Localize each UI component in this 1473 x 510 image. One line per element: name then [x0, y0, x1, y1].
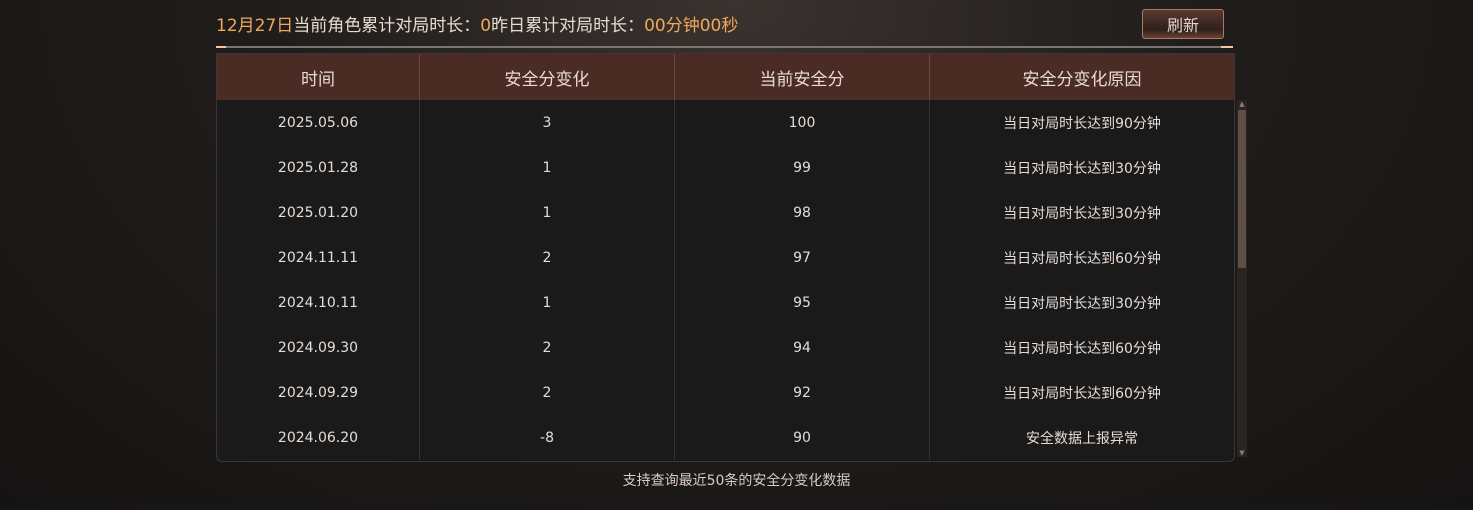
cell-score-change: 2: [420, 235, 675, 280]
cell-reason: 当日对局时长达到30分钟: [1003, 205, 1161, 222]
cell-reason: 当日对局时长达到60分钟: [1003, 250, 1161, 267]
cell-reason: 当日对局时长达到90分钟: [1003, 115, 1161, 132]
cell-reason: 当日对局时长达到60分钟: [1003, 385, 1161, 402]
column-header-current-score: 当前安全分: [675, 54, 930, 100]
current-playtime-value: 0: [480, 16, 492, 36]
scrollbar[interactable]: ▲ ▼: [1237, 100, 1247, 457]
cell-reason: 当日对局时长达到60分钟: [1003, 340, 1161, 357]
refresh-button[interactable]: 刷新: [1142, 9, 1224, 39]
cell-time: 2024.11.11: [217, 235, 420, 280]
cell-score-change: -8: [420, 415, 675, 460]
column-header-score-change: 安全分变化: [420, 54, 675, 100]
yesterday-playtime-label: 昨日累计对局时长：: [491, 16, 645, 36]
scroll-down-icon[interactable]: ▼: [1239, 449, 1245, 457]
cell-current-score: 90: [675, 415, 930, 460]
cell-current-score: 98: [675, 190, 930, 235]
cell-score-change: 3: [420, 100, 675, 145]
cell-score-change: 1: [420, 190, 675, 235]
cell-time: 2025.01.20: [217, 190, 420, 235]
current-playtime-label: 当前角色累计对局时长：: [293, 16, 481, 36]
cell-reason: 安全数据上报异常: [1026, 430, 1138, 447]
cell-current-score: 97: [675, 235, 930, 280]
scrollbar-thumb[interactable]: [1238, 110, 1246, 268]
scroll-up-icon[interactable]: ▲: [1239, 100, 1245, 108]
column-header-time: 时间: [217, 54, 420, 100]
yesterday-playtime-value: 00分钟00秒: [644, 16, 739, 36]
table-row: 2025.05.06 3 100 当日对局时长达到90分钟: [217, 100, 1234, 145]
cell-current-score: 100: [675, 100, 930, 145]
cell-reason: 当日对局时长达到30分钟: [1003, 160, 1161, 177]
playtime-summary: 12月27日当前角色累计对局时长：0昨日累计对局时长：00分钟00秒: [216, 15, 738, 37]
cell-time: 2024.06.20: [217, 415, 420, 460]
table-header: 时间 安全分变化 当前安全分 安全分变化原因: [217, 54, 1234, 100]
cell-score-change: 2: [420, 370, 675, 415]
table-row: 2024.06.20 -8 90 安全数据上报异常: [217, 415, 1234, 460]
table-row: 2025.01.20 1 98 当日对局时长达到30分钟: [217, 190, 1234, 235]
table-row: 2024.10.11 1 95 当日对局时长达到30分钟: [217, 280, 1234, 325]
cell-score-change: 2: [420, 325, 675, 370]
cell-current-score: 94: [675, 325, 930, 370]
cell-score-change: 1: [420, 280, 675, 325]
date-label: 12月27日: [216, 16, 294, 36]
footer-note: 支持查询最近50条的安全分变化数据: [622, 473, 851, 489]
table-row: 2025.01.28 1 99 当日对局时长达到30分钟: [217, 145, 1234, 190]
column-header-reason: 安全分变化原因: [1022, 69, 1142, 90]
divider: [216, 46, 1233, 48]
cell-time: 2024.09.29: [217, 370, 420, 415]
table-body: 2025.05.06 3 100 当日对局时长达到90分钟 2025.01.28 1 99 当…: [217, 100, 1234, 460]
cell-time: 2024.09.30: [217, 325, 420, 370]
cell-current-score: 99: [675, 145, 930, 190]
safety-score-table: 时间 安全分变化 当前安全分 安全分变化原因 2025.05.06 3 100 当日对…: [216, 53, 1235, 462]
table-row: 2024.09.30 2 94 当日对局时长达到60分钟: [217, 325, 1234, 370]
cell-time: 2025.05.06: [217, 100, 420, 145]
table-row: 2024.09.29 2 92 当日对局时长达到60分钟: [217, 370, 1234, 415]
cell-current-score: 95: [675, 280, 930, 325]
table-row: 2024.11.11 2 97 当日对局时长达到60分钟: [217, 235, 1234, 280]
cell-time: 2024.10.11: [217, 280, 420, 325]
cell-current-score: 92: [675, 370, 930, 415]
cell-time: 2025.01.28: [217, 145, 420, 190]
cell-reason: 当日对局时长达到30分钟: [1003, 295, 1161, 312]
cell-score-change: 1: [420, 145, 675, 190]
